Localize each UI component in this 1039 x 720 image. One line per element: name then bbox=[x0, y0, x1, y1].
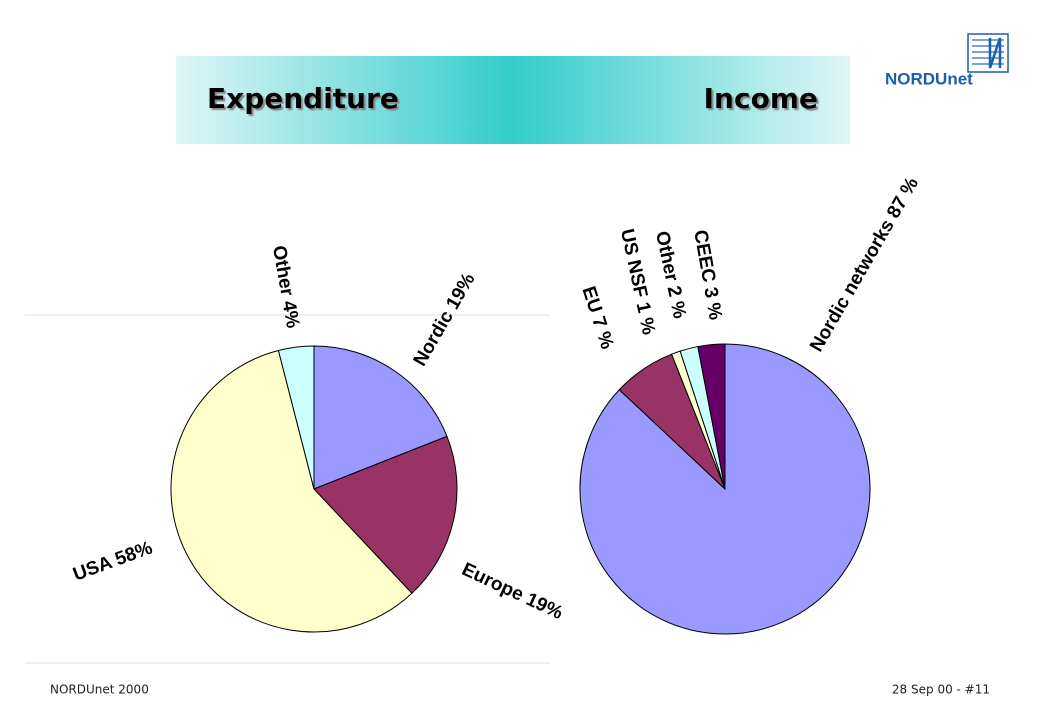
slice-label: Other 4% bbox=[268, 244, 303, 330]
slice-label: CEEC 3 % bbox=[689, 228, 725, 321]
slice-label: Nordic 19% bbox=[410, 270, 480, 370]
pie-slice bbox=[313, 435, 458, 594]
pie-slice bbox=[313, 345, 448, 490]
chart-title: Income bbox=[704, 82, 818, 115]
logo-text: NORDUnet bbox=[885, 69, 973, 88]
footer-right: 28 Sep 00 - #11 bbox=[892, 683, 990, 697]
slice-label: Europe 19% bbox=[458, 559, 566, 624]
slice-label: USA 58% bbox=[70, 537, 155, 585]
pie-slice bbox=[697, 343, 726, 490]
pie-slice bbox=[170, 349, 413, 633]
footer-left: NORDUnet 2000 bbox=[50, 683, 149, 697]
chart-title: Expenditure bbox=[207, 82, 399, 115]
pie-slice bbox=[277, 345, 315, 490]
slice-label: EU 7 % bbox=[578, 284, 618, 352]
pie-slice bbox=[579, 343, 871, 635]
slice-label: US NSF 1 % bbox=[616, 227, 659, 337]
logo-icon bbox=[967, 33, 1009, 73]
header-band bbox=[176, 56, 850, 144]
slice-label: Nordic networks 87 % bbox=[806, 174, 923, 356]
slice-label: Other 2 % bbox=[651, 229, 690, 320]
